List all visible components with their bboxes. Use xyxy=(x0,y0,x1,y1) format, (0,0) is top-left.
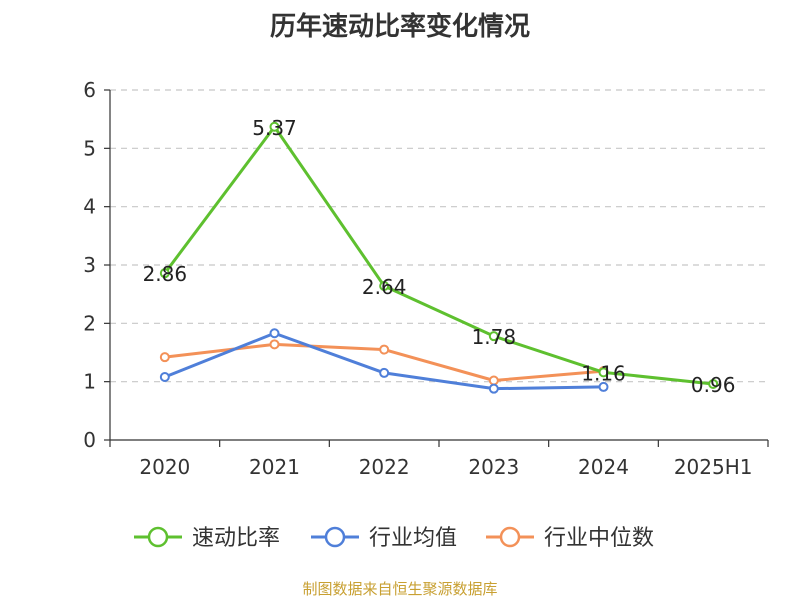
x-tick-label: 2021 xyxy=(249,455,300,479)
y-tick-label: 0 xyxy=(83,428,96,452)
data-point xyxy=(159,372,170,382)
data-point xyxy=(159,352,170,363)
data-point xyxy=(488,375,499,386)
data-label: 1.78 xyxy=(472,325,517,349)
legend-swatch-marker xyxy=(324,526,346,548)
chart-title: 历年速动比率变化情况 xyxy=(269,12,530,42)
data-point xyxy=(379,367,390,378)
data-point xyxy=(488,331,499,342)
data-label: 1.16 xyxy=(581,361,626,385)
y-tick-label: 1 xyxy=(83,370,96,394)
data-point xyxy=(269,121,280,132)
data-point xyxy=(379,344,390,355)
legend-label: 行业中位数 xyxy=(544,526,654,551)
legend-label: 速动比率 xyxy=(192,526,280,551)
data-point xyxy=(598,381,609,392)
data-point xyxy=(159,268,170,279)
x-tick-label: 2025H1 xyxy=(674,455,753,479)
y-tick-label: 6 xyxy=(83,78,96,102)
x-tick-label: 2023 xyxy=(468,455,519,479)
data-point xyxy=(598,367,609,378)
x-tick-label: 2024 xyxy=(578,455,629,479)
legend-swatch-marker xyxy=(147,526,169,548)
data-source-note: 制图数据来自恒生聚源数据库 xyxy=(302,580,498,598)
data-point xyxy=(269,339,280,350)
legend-swatch-marker xyxy=(499,526,521,548)
data-label: 2.86 xyxy=(143,262,188,286)
y-tick-label: 5 xyxy=(83,136,96,160)
data-label: 2.64 xyxy=(362,275,407,299)
x-tick-label: 2022 xyxy=(359,455,410,479)
data-label: 0.96 xyxy=(691,373,736,397)
series-line xyxy=(163,125,714,386)
y-tick-label: 4 xyxy=(83,195,96,219)
legend-label: 行业均值 xyxy=(369,526,457,551)
data-point xyxy=(269,328,280,339)
data-point xyxy=(488,383,499,394)
x-tick-label: 2020 xyxy=(139,455,190,479)
data-point xyxy=(708,379,719,389)
y-tick-label: 3 xyxy=(83,253,96,277)
data-point xyxy=(379,281,390,291)
series-line xyxy=(164,331,604,391)
data-label: 5.37 xyxy=(252,116,297,140)
y-tick-label: 2 xyxy=(83,311,96,335)
